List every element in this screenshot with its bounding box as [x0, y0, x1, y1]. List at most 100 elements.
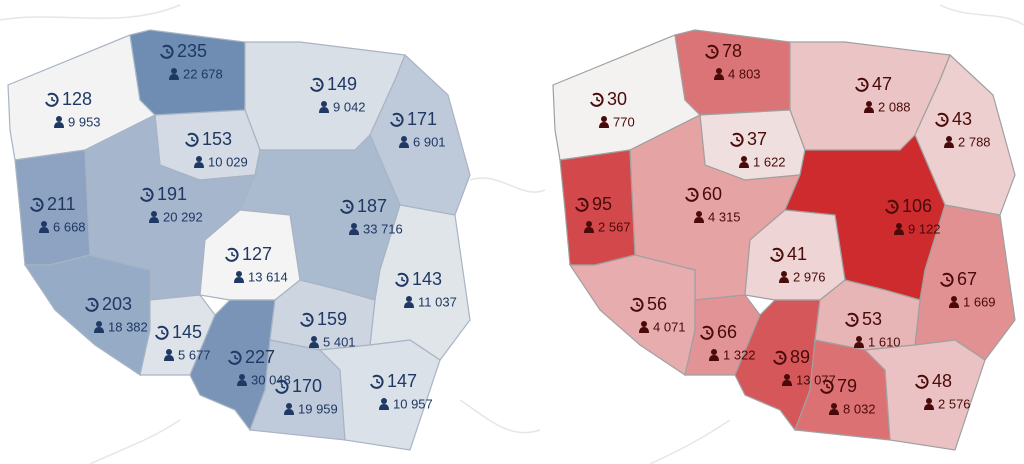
history-icon-hand	[636, 302, 641, 307]
history-icon-hand	[776, 252, 781, 257]
region-count: 11 037	[418, 294, 457, 309]
region-label: 171 6 901	[390, 109, 446, 149]
history-icon	[575, 197, 589, 212]
history-icon	[395, 272, 409, 287]
history-icon	[770, 247, 784, 262]
history-icon	[45, 92, 59, 107]
region-label: 149 9 042	[310, 74, 366, 114]
history-icon	[773, 350, 787, 365]
region-label: 128 9 953	[45, 89, 101, 129]
history-icon	[855, 77, 869, 92]
history-icon	[390, 112, 404, 127]
region-count: 19 959	[298, 401, 338, 416]
region-count: 30 048	[251, 372, 291, 387]
person-icon-head	[586, 221, 592, 227]
region-count: 10 957	[393, 396, 433, 411]
person-icon-head	[41, 221, 47, 227]
person-icon-body	[584, 227, 594, 233]
history-icon-hand	[191, 137, 196, 142]
history-icon-hand	[376, 379, 381, 384]
region-value: 43	[952, 109, 972, 129]
person-icon-head	[946, 136, 952, 142]
region-count: 13 077	[796, 372, 836, 387]
person-icon-head	[896, 223, 902, 229]
region-label: 127 13 614	[225, 244, 288, 284]
region-value: 143	[412, 269, 442, 289]
history-icon	[700, 325, 714, 340]
region-value: 149	[327, 74, 357, 94]
region-count: 9 042	[333, 99, 366, 114]
person-icon-body	[924, 404, 934, 410]
region-label: 191 20 292	[140, 184, 203, 224]
region-label: 56 4 071	[630, 294, 686, 334]
person-icon-head	[711, 349, 717, 355]
history-icon-hand	[861, 82, 866, 87]
border-line	[939, 4, 1024, 26]
person-icon-head	[781, 271, 787, 277]
region-count: 2 788	[958, 134, 991, 149]
region-count: 5 401	[323, 334, 356, 349]
region-count: 1 610	[868, 334, 901, 349]
person-icon-head	[696, 211, 702, 217]
region-count: 4 071	[653, 319, 686, 334]
person-icon-head	[641, 321, 647, 327]
person-icon-body	[782, 380, 792, 386]
person-icon-head	[784, 374, 790, 380]
region-count: 6 901	[413, 134, 446, 149]
person-icon-body	[894, 229, 904, 235]
region-label: 41 2 976	[770, 244, 826, 284]
map: 128 9 953 235 22 678 149 9 042 171 6 901 153 10 0…	[7, 29, 471, 451]
region-value: 171	[407, 109, 437, 129]
history-icon-hand	[946, 277, 951, 282]
person-icon-body	[949, 302, 959, 308]
person-icon-head	[171, 68, 177, 74]
region-label: 95 2 567	[575, 194, 631, 234]
person-icon-head	[236, 271, 242, 277]
history-icon	[275, 379, 289, 394]
region-count: 1 622	[753, 154, 786, 169]
region-count: 5 677	[178, 347, 211, 362]
person-icon-body	[779, 277, 789, 283]
person-icon-head	[286, 403, 292, 409]
history-icon-hand	[711, 49, 716, 54]
region-value: 147	[387, 371, 417, 391]
region-count: 1 669	[963, 294, 996, 309]
region-label: 187 33 716	[340, 196, 403, 236]
region-label: 66 1 322	[700, 322, 756, 362]
background-lines	[0, 4, 1024, 464]
region-count: 2 976	[793, 269, 826, 284]
person-icon-head	[196, 156, 202, 162]
person-icon-head	[151, 211, 157, 217]
person-icon-body	[399, 142, 409, 148]
region-count: 6 668	[53, 219, 86, 234]
history-icon	[30, 197, 44, 212]
person-icon-head	[951, 296, 957, 302]
history-icon-hand	[231, 252, 236, 257]
region-label: 48 2 576	[915, 371, 971, 411]
person-icon-head	[601, 116, 607, 122]
person-icon-head	[926, 398, 932, 404]
region-value: 79	[837, 376, 857, 396]
region-label: 170 19 959	[275, 376, 338, 416]
region-value: 153	[202, 129, 232, 149]
history-icon-hand	[891, 204, 896, 209]
person-icon-head	[401, 136, 407, 142]
history-icon-hand	[281, 384, 286, 389]
person-icon-body	[39, 227, 49, 233]
person-icon-body	[714, 74, 724, 80]
history-icon-hand	[346, 204, 351, 209]
region-value: 203	[102, 294, 132, 314]
person-icon-body	[284, 409, 294, 415]
region-value: 89	[790, 347, 810, 367]
history-icon-hand	[306, 317, 311, 322]
person-icon-body	[237, 380, 247, 386]
region-value: 48	[932, 371, 952, 391]
region-value: 37	[747, 129, 767, 149]
history-icon	[940, 272, 954, 287]
person-icon-body	[694, 217, 704, 223]
person-icon-head	[381, 398, 387, 404]
region-value: 145	[172, 322, 202, 342]
region-count: 2 088	[878, 99, 911, 114]
person-icon-body	[164, 355, 174, 361]
